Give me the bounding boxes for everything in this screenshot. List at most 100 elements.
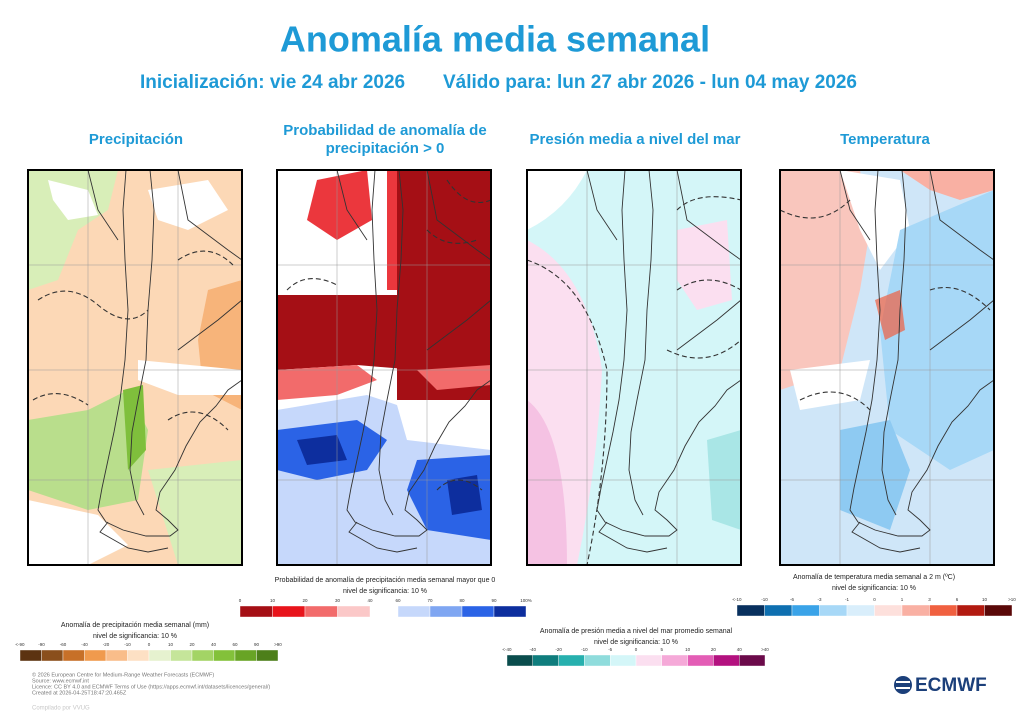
legend-tick-label: 90 — [254, 642, 260, 647]
legend-swatch — [764, 604, 793, 617]
legend-tick-label: -40 — [81, 642, 88, 647]
ecmwf-logo: ECMWF — [894, 675, 987, 696]
legend-swatch — [713, 654, 740, 667]
panel-title: Temperatura — [840, 131, 930, 148]
init-date: Inicialización: vie 24 abr 2026 — [140, 72, 405, 93]
legend-swatch — [397, 605, 431, 618]
title: Anomalía media semanal — [280, 19, 710, 60]
map-pressure — [526, 169, 742, 566]
compiled-by: Compilado por VVUG — [32, 706, 90, 712]
legend-swatch — [901, 604, 930, 617]
legend-swatch — [429, 605, 463, 618]
legend-swatch — [272, 605, 306, 618]
legend-tick-label: 20 — [302, 598, 308, 603]
legend-title: Probabilidad de anomalía de precipitació… — [275, 577, 496, 584]
legend-swatch — [105, 649, 128, 662]
legend-swatch — [956, 604, 985, 617]
legend-tick-label: 30 — [335, 598, 341, 603]
legend-tick-label: -20 — [555, 647, 562, 652]
legend-tick-label: 100% — [520, 598, 532, 603]
legend-tick-label: 5 — [661, 647, 664, 652]
legend-swatch — [635, 654, 662, 667]
legend-tick-label: 60 — [232, 642, 238, 647]
legend-swatch — [687, 654, 714, 667]
panel-title: Probabilidad de anomalía de — [283, 122, 486, 139]
legend-tick-label: >90 — [274, 642, 282, 647]
legend-tick-label: 20 — [711, 647, 717, 652]
legend-subtitle: nivel de significancia: 10 % — [93, 633, 177, 640]
legend-tick-label: -3 — [817, 597, 821, 602]
legend-tick-label: 10 — [982, 597, 988, 602]
legend-swatch — [506, 654, 533, 667]
legend-tick-label: 60 — [395, 598, 401, 603]
legend-swatch — [558, 654, 585, 667]
legend-tick-label: 10 — [270, 598, 276, 603]
legend-tick-label: 0 — [239, 598, 242, 603]
legend-tick-label: <-40 — [502, 647, 512, 652]
legend-swatch — [256, 649, 279, 662]
legend-tick-label: >10 — [1008, 597, 1016, 602]
legend-swatch — [148, 649, 171, 662]
legend-tick-label: 40 — [737, 647, 743, 652]
legend-tick-label: 80 — [459, 598, 465, 603]
legend-tick-label: 0 — [873, 597, 876, 602]
legend-tick-label: -40 — [530, 647, 537, 652]
legend-subtitle: nivel de significancia: 10 % — [594, 639, 678, 646]
legend-tick-label: <-10 — [732, 597, 742, 602]
legend-tick-label: -10 — [124, 642, 131, 647]
legend-tick-label: -6 — [790, 597, 794, 602]
legend-tick-label: 90 — [491, 598, 497, 603]
legend-swatch — [929, 604, 958, 617]
legend-swatch — [213, 649, 236, 662]
legend-swatch — [984, 604, 1013, 617]
legend-swatch — [170, 649, 193, 662]
legend-swatch — [234, 649, 257, 662]
legend-swatch — [846, 604, 875, 617]
legend-tick-label: 20 — [189, 642, 195, 647]
legend-title: Anomalía de temperatura media semanal a … — [793, 574, 955, 581]
map-temperature — [779, 169, 995, 566]
legend-swatch — [127, 649, 150, 662]
legend-tick-label: -60 — [60, 642, 67, 647]
footer-line: © 2026 European Centre for Medium-Range … — [32, 671, 214, 678]
map-precipitation — [27, 169, 243, 566]
legend-swatch — [532, 654, 559, 667]
legend-tick-label: 70 — [427, 598, 433, 603]
legend-tick-label: 10 — [168, 642, 174, 647]
legend-swatch — [736, 604, 765, 617]
legend-swatch — [461, 605, 495, 618]
panel-title: Presión media a nivel del mar — [530, 131, 741, 148]
legend-tick-label: -5 — [608, 647, 612, 652]
legend-swatch — [19, 649, 42, 662]
footer-line: Licence: CC BY 4.0 and ECMWF Terms of Us… — [32, 684, 270, 690]
valid-range: Válido para: lun 27 abr 2026 - lun 04 ma… — [443, 72, 857, 93]
legend-tick-label: >40 — [761, 647, 769, 652]
legend-tick-label: <-90 — [15, 642, 25, 647]
legend-swatch — [819, 604, 848, 617]
legend-swatch — [304, 605, 338, 618]
legend-tick-label: 0 — [148, 642, 151, 647]
legend-tick-label: 40 — [211, 642, 217, 647]
legend-swatch — [584, 654, 611, 667]
panel-title: Precipitación — [89, 131, 183, 148]
footer-line: Source: www.ecmwf.int — [32, 678, 89, 684]
legend-swatch — [610, 654, 637, 667]
legend-tick-label: -20 — [103, 642, 110, 647]
legend-subtitle: nivel de significancia: 10 % — [343, 588, 427, 595]
legend-tick-label: 6 — [956, 597, 959, 602]
legend-tick-label: -1 — [845, 597, 849, 602]
legend-swatch — [84, 649, 107, 662]
legend-subtitle: nivel de significancia: 10 % — [832, 585, 916, 592]
legends: Anomalía de precipitación media semanal … — [15, 574, 1016, 667]
legend-tick-label: -90 — [38, 642, 45, 647]
legend-tick-label: 0 — [635, 647, 638, 652]
legend-swatch — [661, 654, 688, 667]
footer-line: Created at 2026-04-25T18:47:20.465Z — [32, 690, 127, 696]
legend-swatch — [337, 605, 371, 618]
legend-tick-label: 3 — [928, 597, 931, 602]
legend-tick-label: 10 — [685, 647, 691, 652]
legend-tick-label: -10 — [761, 597, 768, 602]
legend-tick-label: -10 — [581, 647, 588, 652]
